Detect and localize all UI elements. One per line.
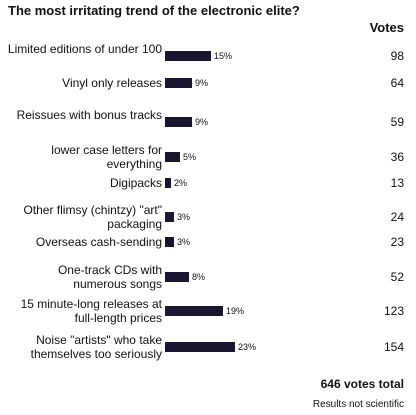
poll-percent-label: 2%	[174, 178, 188, 188]
results-note: Results not scientific	[312, 399, 404, 410]
poll-percent-label: 8%	[192, 272, 206, 282]
poll-vote-count: 24	[390, 210, 404, 224]
poll-vote-count: 154	[383, 340, 404, 354]
votes-column-header: Votes	[369, 20, 404, 35]
poll-vote-count: 59	[390, 115, 404, 129]
poll-percent-label: 15%	[214, 51, 233, 61]
poll-bar	[165, 51, 211, 61]
poll-percent-label: 3%	[177, 237, 191, 247]
poll-percent-label: 5%	[183, 152, 197, 162]
poll-vote-count: 52	[390, 270, 404, 284]
poll-bar	[165, 117, 192, 127]
poll-row: Limited editions of under 100 15% 98	[0, 42, 416, 70]
poll-row: Vinyl only releases 9% 64	[0, 76, 416, 90]
poll-vote-count: 36	[390, 150, 404, 164]
poll-bar	[165, 78, 192, 88]
poll-bar	[165, 237, 174, 247]
poll-option-label: Overseas cash-sending	[35, 235, 162, 249]
poll-bar	[165, 152, 180, 162]
poll-title: The most irritating trend of the electro…	[8, 3, 300, 18]
poll-option-label: Reissues with bonus tracks	[16, 108, 162, 122]
poll-option-label: Other flimsy (chintzy) "art" packaging	[23, 203, 162, 231]
poll-bar	[165, 272, 189, 282]
poll-row: Overseas cash-sending 3% 23	[0, 235, 416, 249]
total-votes: 646 votes total	[320, 377, 404, 391]
poll-option-label: 15 minute-long releases at full-length p…	[20, 297, 162, 325]
poll-vote-count: 64	[390, 76, 404, 90]
poll-option-label: Vinyl only releases	[62, 76, 162, 90]
poll-bar	[165, 178, 171, 188]
poll-row: 15 minute-long releases at full-length p…	[0, 297, 416, 325]
poll-vote-count: 123	[383, 304, 404, 318]
poll-option-label: Noise "artists" who take themselves too …	[30, 333, 162, 361]
poll-percent-label: 9%	[195, 117, 209, 127]
poll-vote-count: 23	[390, 235, 404, 249]
poll-row: Noise "artists" who take themselves too …	[0, 333, 416, 361]
poll-row: Reissues with bonus tracks 9% 59	[0, 108, 416, 136]
poll-option-label: One-track CDs with numerous songs	[57, 263, 162, 291]
poll-row: lower case letters for everything 5% 36	[0, 143, 416, 171]
poll-percent-label: 9%	[195, 78, 209, 88]
poll-bar	[165, 342, 235, 352]
poll-option-label: Digipacks	[109, 176, 162, 190]
poll-row: Digipacks 2% 13	[0, 176, 416, 190]
poll-bar	[165, 212, 174, 222]
poll-row: Other flimsy (chintzy) "art" packaging 3%…	[0, 203, 416, 231]
poll-percent-label: 23%	[238, 342, 257, 352]
poll-vote-count: 13	[390, 176, 404, 190]
poll-bar	[165, 306, 223, 316]
poll-option-label: lower case letters for everything	[51, 143, 162, 171]
poll-row: One-track CDs with numerous songs 8% 52	[0, 263, 416, 291]
poll-percent-label: 3%	[177, 212, 191, 222]
poll-percent-label: 19%	[226, 306, 245, 316]
poll-option-label: Limited editions of under 100	[7, 42, 162, 56]
poll-vote-count: 98	[390, 49, 404, 63]
